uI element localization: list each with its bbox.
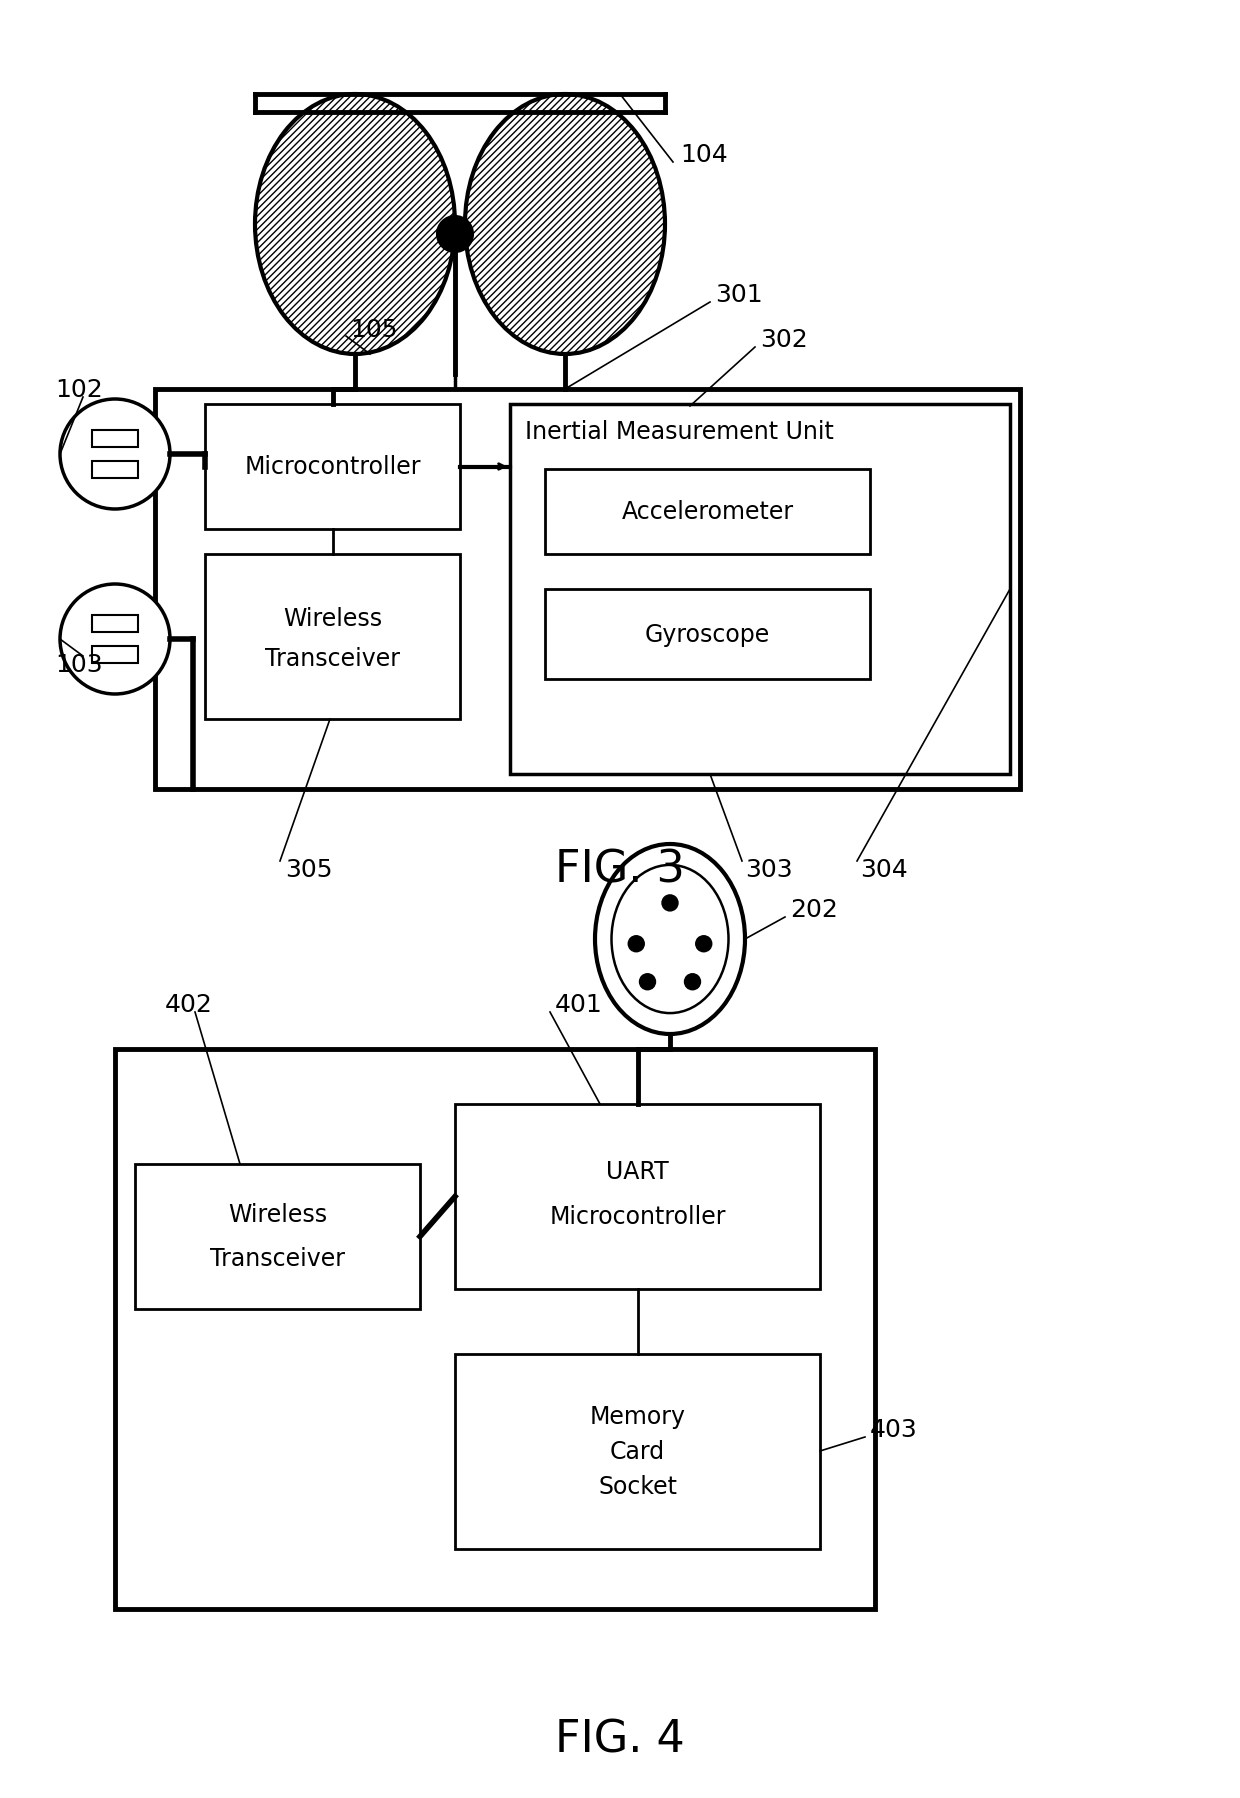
Bar bbox=[155, 390, 1021, 789]
Bar bbox=[205, 556, 460, 719]
Bar bbox=[205, 405, 460, 530]
Text: Inertial Measurement Unit: Inertial Measurement Unit bbox=[525, 419, 833, 444]
Bar bbox=[92, 645, 138, 663]
Ellipse shape bbox=[255, 95, 455, 354]
Text: 305: 305 bbox=[285, 858, 332, 881]
Bar bbox=[455, 1354, 820, 1550]
Bar bbox=[546, 590, 870, 680]
Text: Microcontroller: Microcontroller bbox=[549, 1205, 725, 1228]
Ellipse shape bbox=[611, 865, 729, 1014]
Text: Transceiver: Transceiver bbox=[265, 647, 401, 671]
Bar bbox=[92, 462, 138, 478]
Circle shape bbox=[640, 975, 656, 991]
Circle shape bbox=[436, 218, 472, 254]
Text: 403: 403 bbox=[870, 1417, 918, 1442]
Ellipse shape bbox=[595, 845, 745, 1034]
Text: 303: 303 bbox=[745, 858, 792, 881]
Circle shape bbox=[60, 584, 170, 694]
Text: 301: 301 bbox=[715, 282, 763, 307]
Text: 402: 402 bbox=[165, 992, 213, 1016]
Text: Accelerometer: Accelerometer bbox=[621, 500, 794, 525]
Circle shape bbox=[629, 937, 645, 953]
Text: 102: 102 bbox=[55, 378, 103, 401]
Bar bbox=[115, 1050, 875, 1609]
Bar bbox=[510, 405, 1011, 775]
Bar bbox=[92, 430, 138, 448]
Bar bbox=[92, 615, 138, 633]
Circle shape bbox=[662, 895, 678, 912]
Text: Card: Card bbox=[610, 1440, 665, 1464]
Text: 104: 104 bbox=[680, 142, 728, 167]
Text: Memory: Memory bbox=[589, 1404, 686, 1429]
Text: Transceiver: Transceiver bbox=[210, 1246, 345, 1271]
Text: 103: 103 bbox=[55, 653, 103, 676]
Text: Wireless: Wireless bbox=[228, 1203, 327, 1226]
Circle shape bbox=[60, 399, 170, 509]
Bar bbox=[455, 1104, 820, 1289]
Text: FIG. 3: FIG. 3 bbox=[556, 849, 684, 892]
Circle shape bbox=[684, 975, 701, 991]
Text: UART: UART bbox=[606, 1160, 668, 1183]
Text: Microcontroller: Microcontroller bbox=[244, 455, 420, 480]
Text: 302: 302 bbox=[760, 327, 807, 352]
Text: 401: 401 bbox=[556, 992, 603, 1016]
Bar bbox=[135, 1165, 420, 1309]
Text: FIG. 4: FIG. 4 bbox=[556, 1717, 684, 1760]
Text: 304: 304 bbox=[861, 858, 908, 881]
Ellipse shape bbox=[465, 95, 665, 354]
Text: 105: 105 bbox=[350, 318, 398, 342]
Text: 202: 202 bbox=[790, 897, 838, 922]
Text: Gyroscope: Gyroscope bbox=[645, 622, 770, 647]
Text: Wireless: Wireless bbox=[283, 608, 382, 631]
Bar bbox=[546, 469, 870, 556]
Circle shape bbox=[696, 937, 712, 953]
Text: Socket: Socket bbox=[598, 1474, 677, 1500]
